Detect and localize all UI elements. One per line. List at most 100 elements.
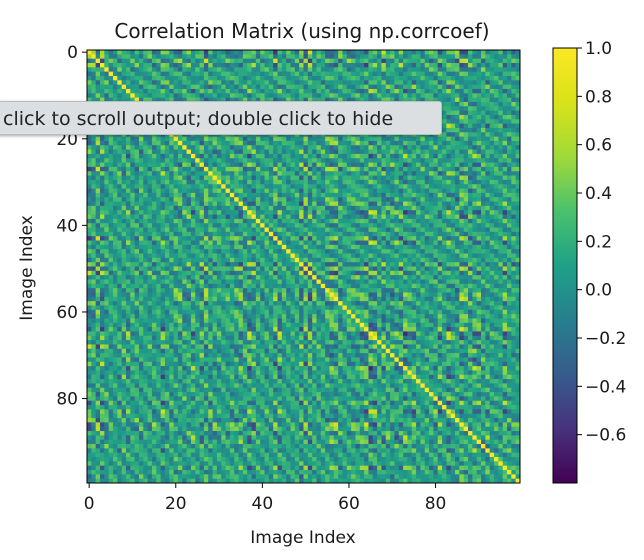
heatmap-cell: [433, 249, 439, 254]
heatmap-cell: [108, 62, 114, 68]
heatmap-cell: [489, 188, 495, 194]
heatmap-cell: [91, 210, 97, 215]
heatmap-cell: [147, 249, 153, 254]
heatmap-cell: [238, 93, 244, 99]
heatmap-cell: [416, 140, 421, 146]
heatmap-cell: [329, 58, 335, 64]
heatmap-cell: [286, 136, 291, 142]
heatmap-cell: [351, 244, 356, 250]
heatmap-cell: [147, 188, 153, 194]
heatmap-cell: [229, 136, 235, 142]
heatmap-cell: [251, 166, 257, 172]
heatmap-cell: [442, 166, 447, 172]
heatmap-cell: [138, 50, 144, 55]
heatmap-cell: [143, 75, 149, 81]
heatmap-cell: [138, 58, 144, 64]
heatmap-cell: [208, 145, 213, 150]
heatmap-cell: [307, 136, 313, 142]
heatmap-cell: [355, 192, 361, 198]
heatmap-cell: [481, 188, 486, 194]
heatmap-cell: [476, 244, 482, 250]
heatmap-cell: [104, 84, 110, 90]
heatmap-cell: [489, 236, 495, 241]
heatmap-cell: [346, 201, 352, 207]
heatmap-cell: [164, 158, 170, 163]
heatmap-cell: [459, 201, 465, 207]
heatmap-cell: [338, 166, 343, 172]
heatmap-cell: [368, 227, 374, 233]
heatmap-cell: [329, 249, 335, 254]
heatmap-cell: [355, 67, 361, 73]
heatmap-cell: [286, 244, 291, 250]
heatmap-cell: [143, 218, 149, 224]
heatmap-cell: [377, 262, 382, 267]
heatmap-cell: [346, 236, 352, 241]
heatmap-cell: [95, 67, 101, 73]
heatmap-cell: [429, 97, 434, 103]
heatmap-cell: [247, 262, 252, 267]
heatmap-cell: [104, 153, 110, 159]
heatmap-cell: [355, 136, 361, 142]
heatmap-cell: [424, 257, 430, 263]
heatmap-cell: [472, 80, 478, 86]
heatmap-cell: [238, 54, 244, 60]
heatmap-cell: [234, 71, 239, 77]
heatmap-cell: [212, 54, 218, 60]
heatmap-cell: [381, 149, 387, 155]
heatmap-cell: [450, 231, 456, 237]
heatmap-cell: [346, 231, 352, 237]
heatmap-cell: [342, 75, 348, 81]
heatmap-cell: [264, 71, 270, 77]
heatmap-cell: [234, 227, 239, 233]
heatmap-cell: [212, 71, 218, 77]
heatmap-cell: [307, 244, 313, 250]
heatmap-cell: [281, 166, 287, 172]
heatmap-cell: [143, 262, 149, 267]
heatmap-cell: [260, 171, 265, 176]
heatmap-cell: [433, 67, 439, 73]
heatmap-cell: [87, 205, 92, 211]
heatmap-cell: [104, 158, 110, 163]
heatmap-cell: [208, 192, 213, 198]
heatmap-cell: [143, 188, 149, 194]
heatmap-cell: [507, 71, 512, 77]
heatmap-cell: [151, 84, 157, 90]
heatmap-cell: [195, 227, 200, 233]
heatmap-cell: [385, 240, 391, 246]
heatmap-cell: [99, 236, 105, 241]
heatmap-cell: [121, 231, 127, 237]
heatmap-cell: [433, 205, 439, 211]
heatmap-cell: [199, 192, 205, 198]
heatmap-cell: [476, 231, 482, 237]
heatmap-cell: [242, 162, 248, 168]
heatmap-cell: [424, 97, 430, 103]
heatmap-cell: [364, 175, 369, 181]
heatmap-cell: [312, 175, 317, 181]
heatmap-cell: [247, 140, 252, 146]
heatmap-cell: [468, 93, 473, 99]
heatmap-cell: [398, 184, 404, 189]
heatmap-cell: [216, 236, 222, 241]
heatmap-cell: [242, 67, 248, 73]
heatmap-cell: [351, 201, 356, 207]
heatmap-cell: [151, 184, 157, 189]
heatmap-cell: [208, 188, 213, 194]
heatmap-cell: [221, 58, 226, 64]
heatmap-cell: [437, 253, 443, 259]
heatmap-cell: [394, 188, 400, 194]
heatmap-cell: [281, 88, 287, 94]
heatmap-cell: [212, 231, 218, 237]
heatmap-cell: [407, 171, 413, 176]
heatmap-cell: [156, 84, 162, 90]
heatmap-cell: [125, 231, 131, 237]
heatmap-cell: [333, 97, 339, 103]
heatmap-cell: [381, 210, 387, 215]
heatmap-cell: [411, 240, 417, 246]
heatmap-cell: [481, 114, 486, 120]
heatmap-cell: [385, 262, 391, 267]
heatmap-cell: [403, 80, 408, 86]
heatmap-cell: [372, 236, 378, 241]
heatmap-cell: [342, 236, 348, 241]
heatmap-cell: [498, 140, 504, 146]
heatmap-cell: [424, 140, 430, 146]
